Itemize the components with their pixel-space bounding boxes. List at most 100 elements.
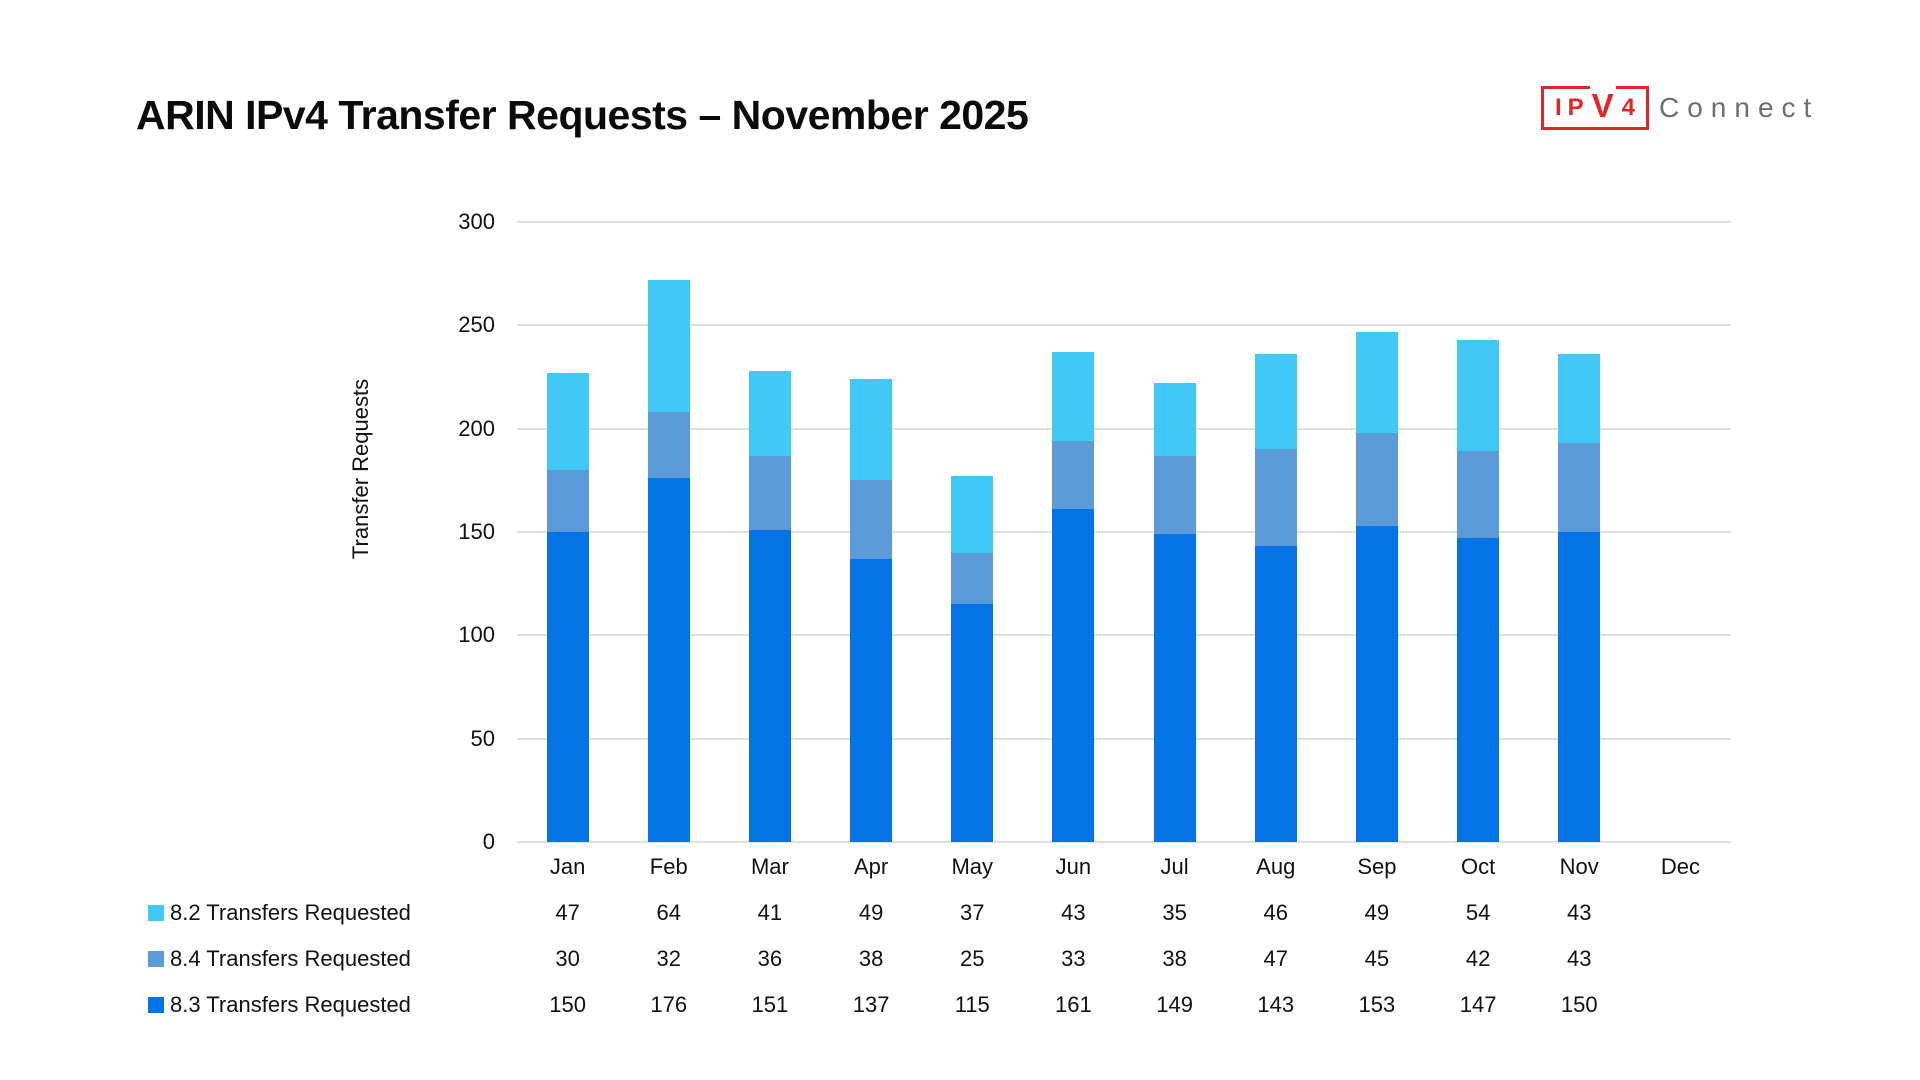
table-value-jun-8.4: 33 bbox=[1061, 946, 1086, 971]
table-value-aug-8.3: 143 bbox=[1257, 992, 1295, 1017]
bar-segment-aug-8.4 bbox=[1254, 449, 1297, 547]
legend-label-8.3: 8.3 Transfers Requested bbox=[170, 992, 411, 1017]
table-value-aug-8.4: 47 bbox=[1263, 946, 1288, 971]
logo-suffix-text: Connect bbox=[1659, 92, 1820, 123]
legend-swatch-8.4 bbox=[148, 951, 164, 967]
logo-letter-v: V bbox=[1589, 86, 1616, 124]
table-value-nov-8.2: 43 bbox=[1566, 900, 1592, 925]
bar-segment-oct-8.4 bbox=[1457, 451, 1500, 539]
table-value-may-8.4: 25 bbox=[959, 946, 985, 971]
y-tick-label-50: 50 bbox=[470, 725, 495, 751]
table-value-mar-8.3: 151 bbox=[751, 992, 789, 1017]
bar-segment-mar-8.3 bbox=[748, 529, 791, 842]
bar-segment-mar-8.4 bbox=[748, 455, 791, 530]
bar-segment-may-8.2 bbox=[951, 476, 994, 553]
table-value-nov-8.3: 150 bbox=[1560, 992, 1598, 1017]
table-value-jun-8.3: 161 bbox=[1055, 992, 1092, 1017]
y-tick-label-200: 200 bbox=[458, 415, 495, 441]
bar-segment-apr-8.4 bbox=[850, 480, 893, 559]
table-value-sep-8.4: 45 bbox=[1364, 946, 1390, 971]
legend-swatch-8.2 bbox=[148, 905, 164, 921]
y-tick-label-100: 100 bbox=[458, 622, 495, 648]
table-value-jan-8.4: 30 bbox=[555, 946, 580, 971]
bar-segment-jan-8.4 bbox=[546, 470, 589, 532]
bar-segment-apr-8.2 bbox=[850, 379, 893, 481]
table-value-jun-8.2: 43 bbox=[1061, 900, 1086, 925]
gridline-100 bbox=[517, 634, 1731, 637]
table-value-sep-8.3: 153 bbox=[1358, 992, 1396, 1017]
gridline-150 bbox=[517, 531, 1731, 533]
table-value-feb-8.4: 32 bbox=[656, 946, 681, 971]
bar-segment-apr-8.3 bbox=[850, 558, 893, 842]
bar-segment-mar-8.2 bbox=[748, 370, 791, 456]
gridline-250 bbox=[517, 324, 1731, 327]
table-value-aug-8.2: 46 bbox=[1263, 900, 1288, 925]
bar-segment-jun-8.2 bbox=[1052, 352, 1095, 442]
table-value-jan-8.2: 47 bbox=[555, 900, 580, 925]
x-category-label-aug: Aug bbox=[1256, 854, 1296, 879]
y-axis-title: Transfer Requests bbox=[348, 378, 373, 560]
table-value-mar-8.2: 41 bbox=[757, 900, 783, 925]
logo-letter-i: I bbox=[1554, 94, 1562, 121]
logo-letter-p: P bbox=[1567, 94, 1584, 121]
bar-segment-aug-8.2 bbox=[1254, 354, 1297, 450]
bar-segment-jun-8.3 bbox=[1052, 509, 1095, 842]
table-value-apr-8.2: 49 bbox=[858, 900, 884, 925]
table-value-may-8.2: 37 bbox=[959, 900, 985, 925]
logo-letter-4: 4 bbox=[1621, 94, 1636, 121]
gridline-200 bbox=[517, 427, 1731, 430]
table-value-apr-8.4: 38 bbox=[858, 946, 884, 971]
table-value-oct-8.4: 42 bbox=[1465, 946, 1491, 971]
x-category-label-jul: Jul bbox=[1160, 854, 1189, 879]
bar-segment-nov-8.3 bbox=[1558, 532, 1601, 842]
table-value-nov-8.4: 43 bbox=[1566, 946, 1592, 971]
gridline-0 bbox=[517, 841, 1731, 843]
page-title: ARIN IPv4 Transfer Requests – November 2… bbox=[136, 92, 1029, 138]
bar-segment-jun-8.4 bbox=[1052, 441, 1095, 510]
table-value-mar-8.4: 36 bbox=[757, 946, 783, 971]
bar-segment-aug-8.3 bbox=[1254, 546, 1297, 842]
x-category-label-jan: Jan bbox=[549, 854, 586, 879]
bar-segment-nov-8.2 bbox=[1558, 354, 1601, 444]
table-value-sep-8.2: 49 bbox=[1364, 900, 1390, 925]
legend-swatch-8.3 bbox=[148, 997, 164, 1013]
bar-segment-sep-8.2 bbox=[1355, 331, 1398, 433]
y-tick-label-250: 250 bbox=[458, 312, 495, 338]
legend-label-8.2: 8.2 Transfers Requested bbox=[170, 900, 411, 925]
legend-label-8.4: 8.4 Transfers Requested bbox=[170, 946, 411, 971]
table-value-jan-8.3: 150 bbox=[549, 992, 586, 1017]
bar-segment-sep-8.4 bbox=[1355, 432, 1398, 526]
table-value-apr-8.3: 137 bbox=[852, 992, 890, 1017]
table-value-may-8.3: 115 bbox=[954, 992, 990, 1017]
bar-segment-may-8.3 bbox=[951, 604, 994, 842]
bar-segment-sep-8.3 bbox=[1355, 525, 1398, 842]
bar-segment-feb-8.4 bbox=[647, 412, 690, 479]
table-value-jul-8.2: 35 bbox=[1162, 900, 1187, 925]
x-category-label-nov: Nov bbox=[1559, 854, 1599, 879]
bar-segment-jul-8.2 bbox=[1153, 383, 1196, 456]
x-category-label-may: May bbox=[951, 854, 994, 879]
gridline-50 bbox=[517, 737, 1731, 740]
x-category-label-sep: Sep bbox=[1357, 854, 1397, 879]
x-category-label-feb: Feb bbox=[649, 854, 688, 879]
y-tick-label-150: 150 bbox=[458, 519, 495, 544]
table-value-oct-8.2: 54 bbox=[1465, 900, 1491, 925]
gridline-300 bbox=[517, 221, 1731, 223]
x-category-label-apr: Apr bbox=[853, 854, 889, 879]
x-category-label-jun: Jun bbox=[1055, 854, 1092, 879]
x-category-label-oct: Oct bbox=[1460, 854, 1496, 879]
table-value-feb-8.2: 64 bbox=[656, 900, 681, 925]
table-value-jul-8.3: 149 bbox=[1156, 992, 1193, 1017]
bar-segment-jan-8.3 bbox=[546, 532, 589, 842]
y-tick-label-0: 0 bbox=[482, 829, 495, 854]
table-value-oct-8.3: 147 bbox=[1459, 992, 1497, 1017]
bar-segment-jul-8.3 bbox=[1153, 534, 1196, 842]
bar-segment-jan-8.2 bbox=[546, 372, 589, 470]
table-value-feb-8.3: 176 bbox=[650, 992, 688, 1017]
bar-segment-feb-8.3 bbox=[647, 478, 690, 842]
bar-segment-feb-8.2 bbox=[647, 279, 690, 413]
